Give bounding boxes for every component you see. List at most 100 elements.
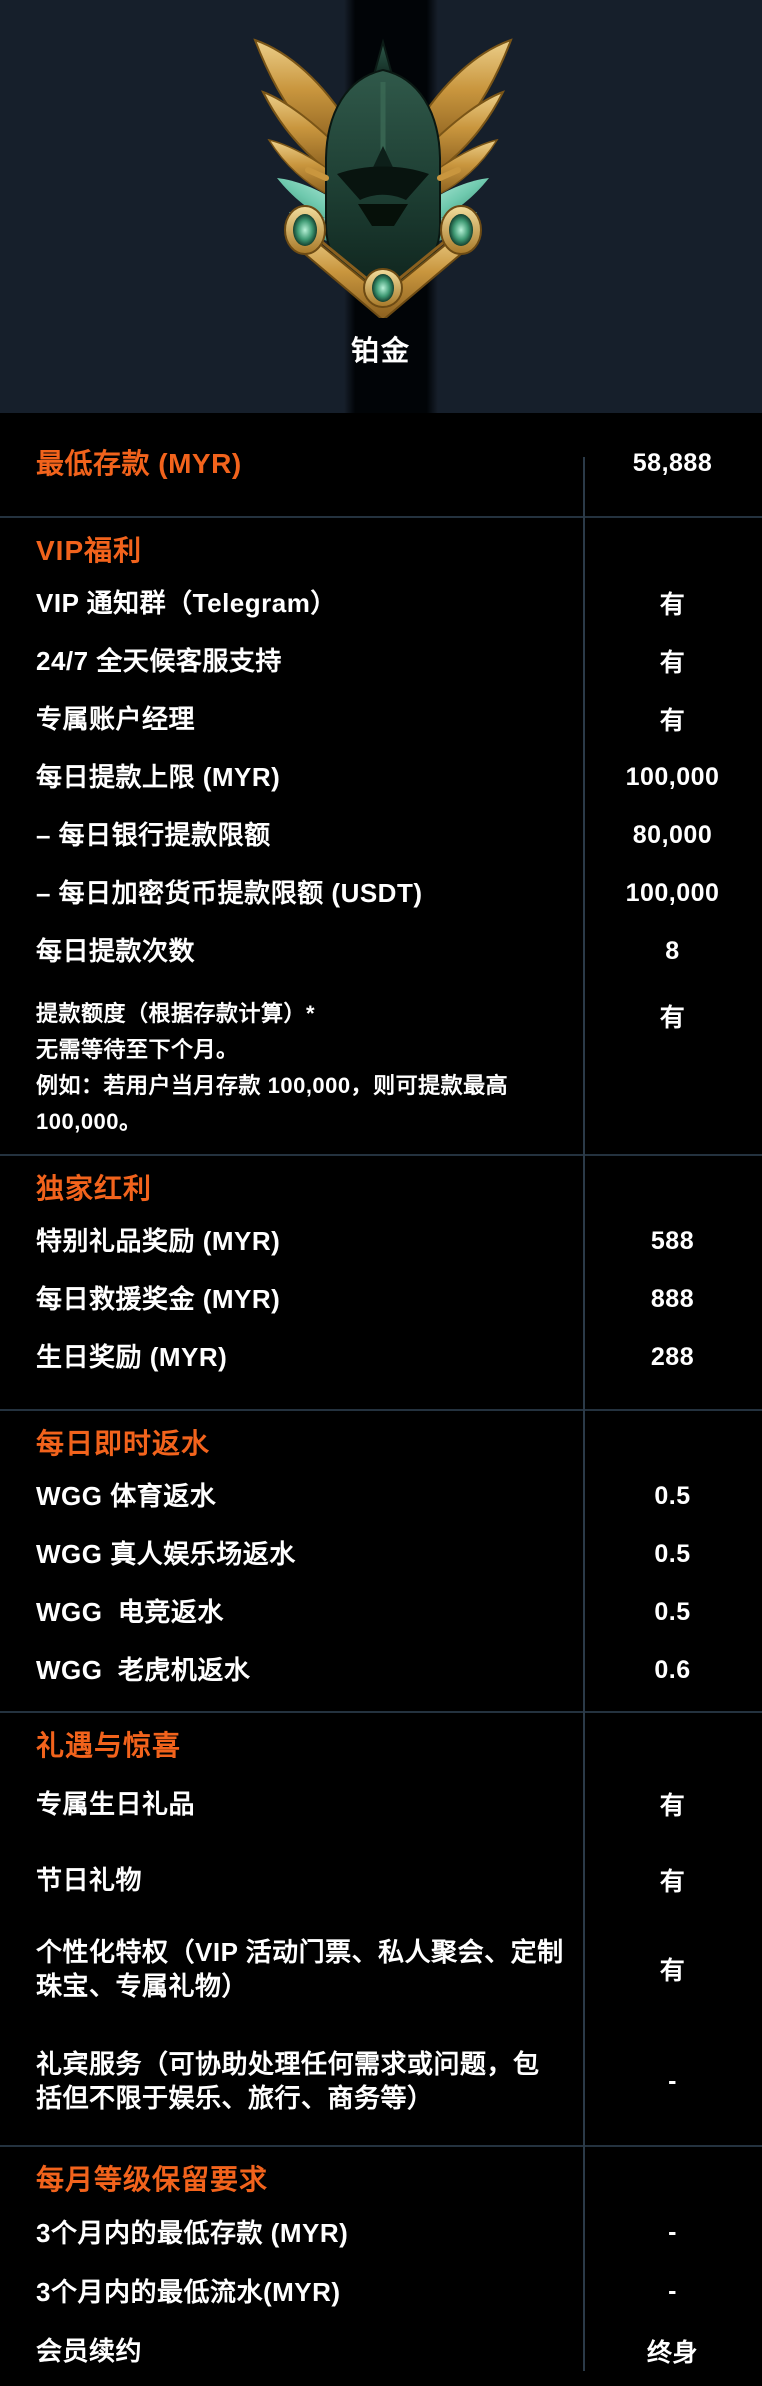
benefit-label: 3个月内的最低流水(MYR)	[0, 2275, 583, 2309]
benefit-note-line: 无需等待至下个月。	[36, 1037, 239, 1062]
table-section: 最低存款 (MYR) 58,888	[0, 413, 762, 516]
benefit-value: 有	[659, 1792, 686, 1820]
benefit-value: 有	[659, 707, 686, 735]
benefit-row: VIP 通知群（Telegram） 有	[0, 574, 762, 632]
benefit-row: WGG 老虎机返水 0.6	[0, 1641, 762, 1699]
benefit-value: 58,888	[632, 449, 713, 477]
benefit-label: 专属生日礼品	[0, 1787, 583, 1821]
benefit-value: 888	[650, 1284, 695, 1313]
benefit-value: -	[668, 2066, 677, 2095]
benefit-value: 588	[650, 1226, 695, 1255]
benefit-value: 有	[659, 591, 686, 619]
section-title: 礼遇与惊喜	[36, 1730, 182, 1761]
benefit-label: 每日救援奖金 (MYR)	[0, 1282, 583, 1316]
benefit-label-text: WGG 体育返水	[36, 1481, 217, 1511]
benefit-row: 礼宾服务（可协助处理任何需求或问题，包括但不限于娱乐、旅行、商务等） -	[0, 2017, 762, 2145]
benefit-value: 100,000	[625, 762, 720, 791]
benefit-row: 提款额度（根据存款计算）* 无需等待至下个月。 例如：若用户当月存款 100,000…	[0, 980, 762, 1154]
benefit-row: 最低存款 (MYR) 58,888	[0, 413, 762, 514]
benefit-label-text: 3个月内的最低存款 (MYR)	[36, 2217, 349, 2248]
benefit-row: 每日提款次数 8	[0, 922, 762, 980]
benefit-label-text: 每日救援奖金 (MYR)	[36, 1284, 281, 1314]
benefit-label: 最低存款 (MYR)	[0, 447, 583, 481]
benefit-label-text: 个性化特权（VIP 活动门票、私人聚会、定制珠宝、专属礼物）	[36, 1937, 564, 2001]
benefit-row: – 每日加密货币提款限额 (USDT) 100,000	[0, 864, 762, 922]
benefit-row: 节日礼物 有	[0, 1839, 762, 1921]
benefit-label: 生日奖励 (MYR)	[0, 1340, 583, 1374]
benefit-value: 终身	[646, 2338, 698, 2367]
benefit-row: 专属生日礼品 有	[0, 1769, 762, 1839]
benefit-row: 3个月内的最低存款 (MYR) -	[0, 2203, 762, 2262]
benefit-label: WGG 电竞返水	[0, 1595, 583, 1629]
benefit-value: 有	[659, 1957, 686, 1985]
benefit-value: 0.6	[654, 1655, 691, 1684]
benefit-value: 80,000	[632, 820, 713, 849]
benefit-label-text: 每日提款上限 (MYR)	[36, 762, 281, 792]
benefit-label-text: 专属生日礼品	[36, 1789, 196, 1819]
benefit-row: 会员续约 终身	[0, 2321, 762, 2380]
benefit-value: 有	[659, 649, 686, 677]
benefit-label-text: WGG 真人娱乐场返水	[36, 1539, 296, 1569]
benefit-value: 100,000	[625, 878, 720, 907]
benefit-row: WGG 电竞返水 0.5	[0, 1583, 762, 1641]
benefit-label-text: 节日礼物	[36, 1865, 143, 1895]
benefit-value: 8	[665, 936, 680, 965]
benefit-label-text: 生日奖励 (MYR)	[36, 1342, 228, 1372]
benefit-value: 0.5	[654, 1481, 691, 1510]
benefits-table: 最低存款 (MYR) 58,888 VIP福利 VIP 通知群（Telegram）有 2…	[0, 413, 762, 2386]
benefit-label-text: 每日提款次数	[36, 936, 196, 966]
benefit-value: 有	[659, 1868, 686, 1896]
benefit-label-text: 特别礼品奖励 (MYR)	[36, 1226, 281, 1256]
section-title: 每月等级保留要求	[36, 2164, 269, 2195]
benefit-row: 每日提款上限 (MYR) 100,000	[0, 748, 762, 806]
benefit-value: -	[668, 2277, 677, 2305]
benefit-label: WGG 体育返水	[0, 1479, 583, 1513]
tier-name: 铂金	[350, 335, 411, 366]
tier-hero-header: 铂金	[0, 0, 762, 413]
benefit-value: -	[668, 2218, 677, 2246]
section-title: VIP福利	[36, 535, 143, 566]
benefit-value: 0.5	[654, 1539, 691, 1568]
benefit-row: 特别礼品奖励 (MYR) 588	[0, 1212, 762, 1270]
section-title: 独家红利	[36, 1173, 153, 1204]
benefit-row: 24/7 全天候客服支持 有	[0, 632, 762, 690]
benefit-row: 生日奖励 (MYR) 288	[0, 1328, 762, 1386]
benefit-label: 每日提款上限 (MYR)	[0, 760, 583, 794]
benefit-value: 0.5	[654, 1597, 691, 1626]
benefit-row: 3个月内的最低流水(MYR) -	[0, 2262, 762, 2321]
benefit-value: 有	[659, 1004, 686, 1032]
benefit-row: 个性化特权（VIP 活动门票、私人聚会、定制珠宝、专属礼物） 有	[0, 1921, 762, 2017]
benefit-label: 3个月内的最低存款 (MYR)	[0, 2216, 583, 2250]
benefit-label: 专属账户经理	[0, 702, 583, 736]
benefit-label-text: – 每日加密货币提款限额 (USDT)	[36, 878, 423, 908]
benefit-label: 会员续约	[0, 2334, 583, 2368]
table-section: 独家红利特别礼品奖励 (MYR) 588 每日救援奖金 (MYR) 888 生日奖励 (…	[0, 1154, 762, 1409]
benefit-label: 个性化特权（VIP 活动门票、私人聚会、定制珠宝、专属礼物）	[0, 1935, 583, 2003]
benefit-label-text: – 每日银行提款限额	[36, 820, 271, 850]
table-section: VIP福利 VIP 通知群（Telegram）有 24/7 全天候客服支持有专属账户…	[0, 516, 762, 1154]
benefit-label-text: 会员续约	[36, 2335, 143, 2366]
benefit-label-text: WGG 老虎机返水	[36, 1655, 251, 1685]
benefit-row: 专属账户经理 有	[0, 690, 762, 748]
benefit-label-text: WGG 电竞返水	[36, 1597, 224, 1627]
benefit-label: 每日提款次数	[0, 934, 583, 968]
table-section: 每日即时返水 WGG 体育返水 0.5 WGG 真人娱乐场返水 0.5 WGG 电竞返水 0…	[0, 1409, 762, 1711]
table-section: 每月等级保留要求 3个月内的最低存款 (MYR) - 3个月内的最低流水(MYR) - 会…	[0, 2145, 762, 2386]
benefit-label: WGG 真人娱乐场返水	[0, 1537, 583, 1571]
benefit-label: 24/7 全天候客服支持	[0, 644, 583, 678]
benefit-row: – 每日银行提款限额 80,000	[0, 806, 762, 864]
benefit-label: 提款额度（根据存款计算）* 无需等待至下个月。 例如：若用户当月存款 100,000…	[0, 996, 583, 1140]
benefit-value: 288	[650, 1342, 695, 1371]
benefit-label-text: 专属账户经理	[36, 704, 196, 734]
benefit-label-text: 最低存款 (MYR)	[36, 447, 242, 479]
section-title: 每日即时返水	[36, 1428, 211, 1459]
benefit-label-text: VIP 通知群（Telegram）	[36, 588, 337, 618]
benefit-note-line: 例如：若用户当月存款 100,000，则可提款最高 100,000。	[36, 1073, 515, 1134]
benefit-row: WGG 真人娱乐场返水 0.5	[0, 1525, 762, 1583]
benefit-label: – 每日加密货币提款限额 (USDT)	[0, 876, 583, 910]
benefit-label: VIP 通知群（Telegram）	[0, 586, 583, 620]
value-column-divider	[583, 457, 585, 2371]
tier-badge-icon	[254, 38, 513, 318]
benefit-label-text: 3个月内的最低流水(MYR)	[36, 2276, 341, 2307]
table-section: 礼遇与惊喜 专属生日礼品有节日礼物有个性化特权（VIP 活动门票、私人聚会、定制珠…	[0, 1711, 762, 2145]
